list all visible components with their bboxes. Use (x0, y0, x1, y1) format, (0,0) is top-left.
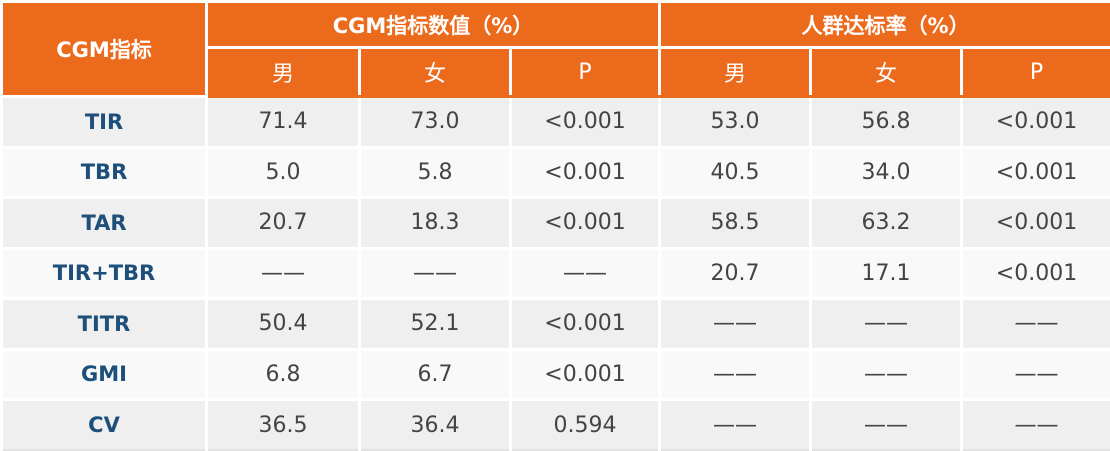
cell: <0.001 (508, 347, 662, 401)
cell: 73.0 (358, 95, 512, 148)
cell: <0.001 (508, 95, 662, 148)
cell: 36.5 (205, 398, 361, 451)
cell: <0.001 (960, 145, 1110, 199)
cell: —— (809, 347, 964, 401)
sub-header: 男 (658, 46, 813, 98)
cell: <0.001 (960, 196, 1110, 249)
row-label: CV (0, 398, 208, 451)
cell: 56.8 (809, 95, 964, 148)
table-row: TBR 5.0 5.8 <0.001 40.5 34.0 <0.001 (0, 145, 1110, 199)
cell: —— (658, 297, 813, 350)
cell: 5.8 (358, 145, 512, 199)
cell: 58.5 (658, 196, 813, 249)
cell: 52.1 (358, 297, 512, 350)
table-row: CV 36.5 36.4 0.594 —— —— —— (0, 398, 1110, 451)
row-label: GMI (0, 347, 208, 401)
cell: —— (809, 398, 964, 451)
cell: <0.001 (508, 145, 662, 199)
cell: <0.001 (960, 246, 1110, 300)
cell: —— (960, 398, 1110, 451)
cell: 20.7 (205, 196, 361, 249)
row-label: TBR (0, 145, 208, 199)
cell: 5.0 (205, 145, 361, 199)
cell: 20.7 (658, 246, 813, 300)
table-row: TITR 50.4 52.1 <0.001 —— —— —— (0, 297, 1110, 350)
cell: —— (205, 246, 361, 300)
cell: <0.001 (508, 297, 662, 350)
cell: —— (960, 347, 1110, 401)
cell: 0.594 (508, 398, 662, 451)
cell: 53.0 (658, 95, 813, 148)
row-label: TAR (0, 196, 208, 249)
row-label: TIR+TBR (0, 246, 208, 300)
group-header: 人群达标率（%） (658, 0, 1110, 49)
sub-header: 女 (809, 46, 964, 98)
group-header: CGM指标数值（%） (204, 0, 662, 49)
cell: 40.5 (658, 145, 813, 199)
row-label: TIR (0, 95, 208, 148)
sub-header: P (508, 46, 662, 98)
cell: <0.001 (508, 196, 662, 249)
cell: —— (960, 297, 1110, 350)
sub-header: P (960, 46, 1110, 98)
cell: —— (658, 398, 813, 451)
cell: 36.4 (358, 398, 512, 451)
corner-header: CGM指标 (0, 0, 208, 98)
cell: —— (809, 297, 964, 350)
cell: 18.3 (358, 196, 512, 249)
table-row: GMI 6.8 6.7 <0.001 —— —— —— (0, 347, 1110, 401)
cell: 17.1 (809, 246, 964, 300)
row-label: TITR (0, 297, 208, 350)
cell: —— (358, 246, 512, 300)
table-row: TIR 71.4 73.0 <0.001 53.0 56.8 <0.001 (0, 95, 1110, 148)
cell: <0.001 (960, 95, 1110, 148)
table-row: TAR 20.7 18.3 <0.001 58.5 63.2 <0.001 (0, 196, 1110, 249)
cell: —— (508, 246, 662, 300)
sub-header: 男 (205, 46, 361, 98)
table-row: TIR+TBR —— —— —— 20.7 17.1 <0.001 (0, 246, 1110, 300)
cell: 34.0 (809, 145, 964, 199)
cell: 50.4 (205, 297, 361, 350)
cell: —— (658, 347, 813, 401)
cell: 71.4 (205, 95, 361, 148)
cell: 6.8 (205, 347, 361, 401)
sub-header: 女 (358, 46, 512, 98)
cell: 6.7 (358, 347, 512, 401)
cell: 63.2 (809, 196, 964, 249)
